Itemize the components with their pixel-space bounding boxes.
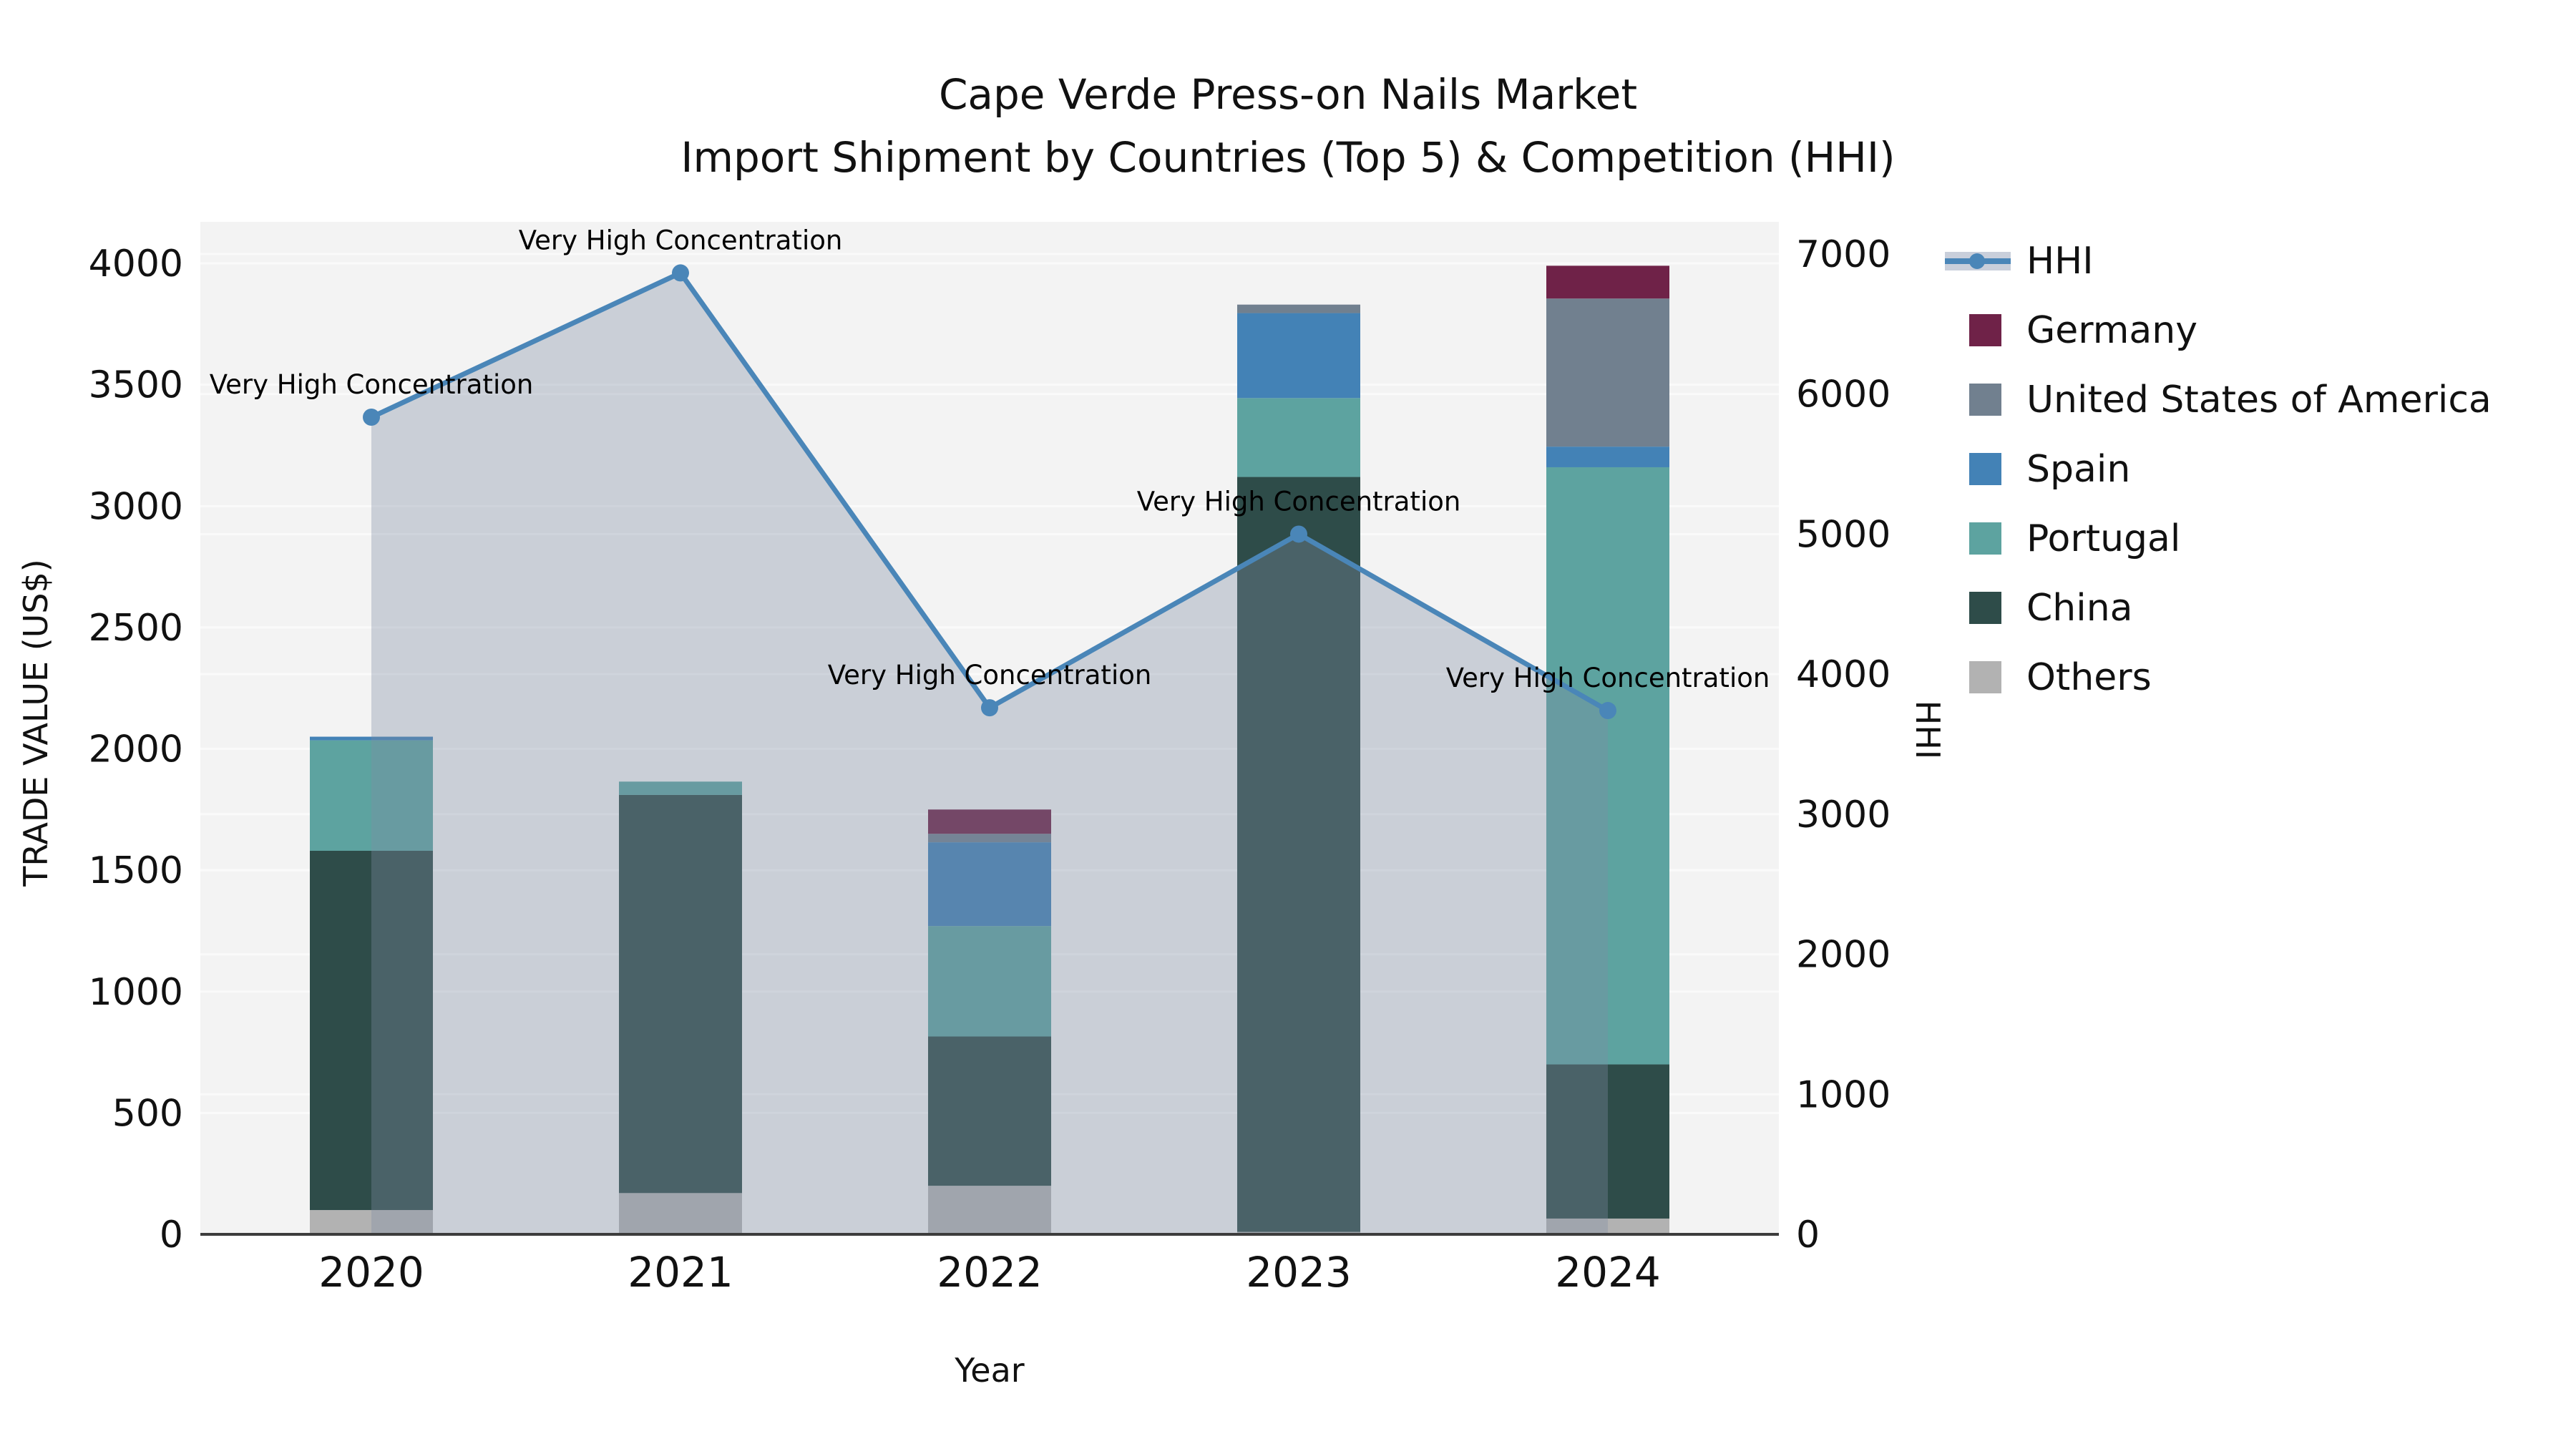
legend-label: HHI xyxy=(2026,239,2094,283)
annotation-2021: Very High Concentration xyxy=(519,225,843,255)
legend-label: China xyxy=(2026,586,2133,630)
legend: HHI Germany United States of America Spain P… xyxy=(1945,226,2492,712)
bar-segment-others-2024 xyxy=(1546,1218,1669,1234)
annotation-2022: Very High Concentration xyxy=(828,660,1152,691)
bar-segment-portugal-2024 xyxy=(1546,467,1669,1065)
legend-item-others: Others xyxy=(1945,643,2492,712)
y-tick-left-0: 0 xyxy=(160,1214,183,1257)
y-tick-right-0: 0 xyxy=(1796,1214,1820,1257)
x-tick-2022: 2022 xyxy=(937,1248,1043,1297)
bar-segment-portugal-2021 xyxy=(619,781,742,795)
bar-segment-others-2020 xyxy=(310,1210,433,1234)
legend-swatch-icon xyxy=(1945,504,2011,573)
bar-segment-china-2021 xyxy=(619,794,742,1194)
x-axis-label: Year xyxy=(955,1351,1025,1390)
y-tick-right-3000: 3000 xyxy=(1796,794,1890,836)
y-tick-left-1500: 1500 xyxy=(89,849,183,892)
chart-title-line2: Import Shipment by Countries (Top 5) & C… xyxy=(680,133,1896,182)
hhi-marker-2022 xyxy=(981,699,998,717)
legend-swatch-icon xyxy=(1945,573,2011,643)
legend-label: Germany xyxy=(2026,308,2198,352)
bar-segment-others-2022 xyxy=(928,1186,1051,1234)
hhi-marker-2023 xyxy=(1290,525,1307,543)
legend-swatch-icon xyxy=(1945,296,2011,365)
y-tick-left-2000: 2000 xyxy=(89,728,183,771)
x-tick-2020: 2020 xyxy=(318,1248,424,1297)
legend-label: Others xyxy=(2026,655,2152,699)
legend-label: United States of America xyxy=(2026,378,2492,421)
bar-segment-portugal-2022 xyxy=(928,926,1051,1037)
legend-label: Spain xyxy=(2026,447,2131,491)
y-tick-right-5000: 5000 xyxy=(1796,513,1890,556)
hhi-area-fill xyxy=(371,273,1608,1234)
legend-item-spain: Spain xyxy=(1945,434,2492,504)
bar-segment-spain-2023 xyxy=(1237,313,1360,399)
bar-segment-others-2021 xyxy=(619,1193,742,1234)
legend-swatch-icon xyxy=(1945,365,2011,434)
y-axis-label-right: HHI xyxy=(1908,700,1947,760)
x-tick-2023: 2023 xyxy=(1246,1248,1352,1297)
y-tick-right-7000: 7000 xyxy=(1796,233,1890,276)
bar-segment-germany-2022 xyxy=(928,809,1051,834)
chart-title-line1: Cape Verde Press-on Nails Market xyxy=(938,70,1638,119)
legend-swatch-icon xyxy=(1945,643,2011,712)
bar-segment-portugal-2020 xyxy=(310,740,433,851)
hhi-marker-2020 xyxy=(363,409,380,426)
y-tick-left-3500: 3500 xyxy=(89,364,183,407)
bar-segment-united-states-of-america-2023 xyxy=(1237,304,1360,313)
bar-segment-united-states-of-america-2022 xyxy=(928,834,1051,843)
y-tick-left-1000: 1000 xyxy=(89,971,183,1014)
legend-item-united-states-of-america: United States of America xyxy=(1945,365,2492,434)
bar-segment-spain-2022 xyxy=(928,842,1051,927)
annotation-2020: Very High Concentration xyxy=(210,369,534,400)
y-axis-label-left: TRADE VALUE (US$) xyxy=(16,559,55,887)
x-tick-2024: 2024 xyxy=(1555,1248,1661,1297)
y-tick-left-4000: 4000 xyxy=(89,243,183,286)
bar-segment-china-2022 xyxy=(928,1036,1051,1186)
y-tick-right-4000: 4000 xyxy=(1796,653,1890,696)
bar-segment-china-2024 xyxy=(1546,1064,1669,1219)
bar-segment-portugal-2023 xyxy=(1237,398,1360,477)
legend-swatch-icon xyxy=(1945,434,2011,504)
bar-segment-spain-2020 xyxy=(310,736,433,741)
bar-segment-china-2023 xyxy=(1237,477,1360,1232)
legend-item-portugal: Portugal xyxy=(1945,504,2492,573)
annotation-2024: Very High Concentration xyxy=(1446,663,1770,693)
bar-segment-united-states-of-america-2024 xyxy=(1546,298,1669,447)
y-tick-left-3000: 3000 xyxy=(89,485,183,528)
bar-segment-germany-2024 xyxy=(1546,265,1669,299)
legend-item-china: China xyxy=(1945,573,2492,643)
y-tick-right-1000: 1000 xyxy=(1796,1073,1890,1116)
y-tick-right-2000: 2000 xyxy=(1796,934,1890,977)
hhi-marker-2024 xyxy=(1599,702,1616,720)
annotation-2023: Very High Concentration xyxy=(1137,486,1461,517)
hhi-line-legend-key-icon xyxy=(1945,226,2011,296)
y-tick-left-500: 500 xyxy=(112,1092,183,1135)
bar-segment-spain-2024 xyxy=(1546,447,1669,467)
legend-item-hhi: HHI xyxy=(1945,226,2492,296)
x-tick-2021: 2021 xyxy=(628,1248,733,1297)
bar-segment-china-2020 xyxy=(310,850,433,1211)
y-tick-left-2500: 2500 xyxy=(89,607,183,650)
hhi-marker-2021 xyxy=(672,264,689,282)
y-tick-right-6000: 6000 xyxy=(1796,374,1890,416)
legend-label: Portugal xyxy=(2026,517,2181,560)
legend-item-germany: Germany xyxy=(1945,296,2492,365)
